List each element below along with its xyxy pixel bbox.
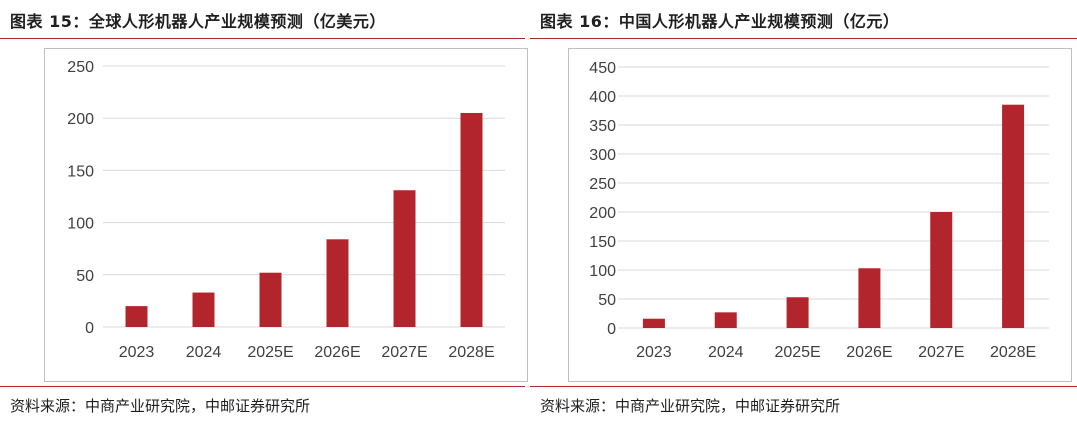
title-divider <box>0 38 525 39</box>
y-tick-label: 250 <box>67 59 94 76</box>
source-note: 资料来源：中商产业研究院，中邮证券研究所 <box>10 397 311 415</box>
x-tick-label: 2024 <box>708 344 744 361</box>
y-tick-label: 200 <box>589 205 616 222</box>
bar-chart-global: 0 50 100 150 200 250 2023 2024 2025E 2026E 2027E 20… <box>67 59 505 361</box>
y-tick-label: 450 <box>589 60 616 77</box>
chart-title: 图表 15：全球人形机器人产业规模预测（亿美元） <box>10 12 386 31</box>
bar <box>786 297 809 328</box>
x-tick-label: 2028E <box>990 344 1036 361</box>
y-tick-label: 50 <box>598 292 616 309</box>
chart-panel-china: 图表 16：中国人形机器人产业规模预测（亿元） 0 50 100 150 200 250 3… <box>530 0 1077 424</box>
source-note: 资料来源：中商产业研究院，中邮证券研究所 <box>540 397 841 415</box>
x-tick-label: 2028E <box>448 344 494 361</box>
y-tick-label: 350 <box>589 118 616 135</box>
x-tick-label: 2025E <box>774 344 820 361</box>
bar <box>858 268 881 328</box>
x-tick-label: 2026E <box>314 344 360 361</box>
y-tick-label: 150 <box>67 163 94 180</box>
source-divider <box>530 386 1077 387</box>
bar <box>930 212 953 328</box>
y-tick-label: 100 <box>589 263 616 280</box>
bar <box>393 190 416 327</box>
y-tick-label: 200 <box>67 111 94 128</box>
chart-panel-global: 图表 15：全球人形机器人产业规模预测（亿美元） 0 50 100 150 200 250… <box>0 0 528 424</box>
bar <box>714 312 737 328</box>
bar <box>460 112 483 327</box>
y-tick-label: 0 <box>85 320 94 337</box>
bar <box>259 272 282 327</box>
bar <box>1002 104 1025 328</box>
x-tick-label: 2025E <box>247 344 293 361</box>
bar <box>192 292 215 327</box>
y-tick-label: 150 <box>589 234 616 251</box>
y-tick-label: 50 <box>76 268 94 285</box>
x-tick-label: 2027E <box>381 344 427 361</box>
x-tick-label: 2027E <box>918 344 964 361</box>
x-tick-label: 2026E <box>846 344 892 361</box>
x-tick-label: 2023 <box>636 344 672 361</box>
bar <box>642 318 665 328</box>
title-divider <box>530 38 1077 39</box>
bar-chart-china: 0 50 100 150 200 250 300 350 400 450 2023 2024 2025E… <box>589 60 1049 361</box>
y-tick-label: 0 <box>607 321 616 338</box>
y-tick-label: 300 <box>589 147 616 164</box>
chart-frame <box>44 48 528 382</box>
y-tick-label: 250 <box>589 176 616 193</box>
x-tick-label: 2023 <box>119 344 155 361</box>
bar <box>326 239 349 327</box>
y-tick-label: 100 <box>67 216 94 233</box>
y-tick-label: 400 <box>589 89 616 106</box>
x-tick-label: 2024 <box>186 344 222 361</box>
chart-title: 图表 16：中国人形机器人产业规模预测（亿元） <box>540 12 900 31</box>
source-divider <box>0 386 525 387</box>
bar <box>125 306 148 327</box>
